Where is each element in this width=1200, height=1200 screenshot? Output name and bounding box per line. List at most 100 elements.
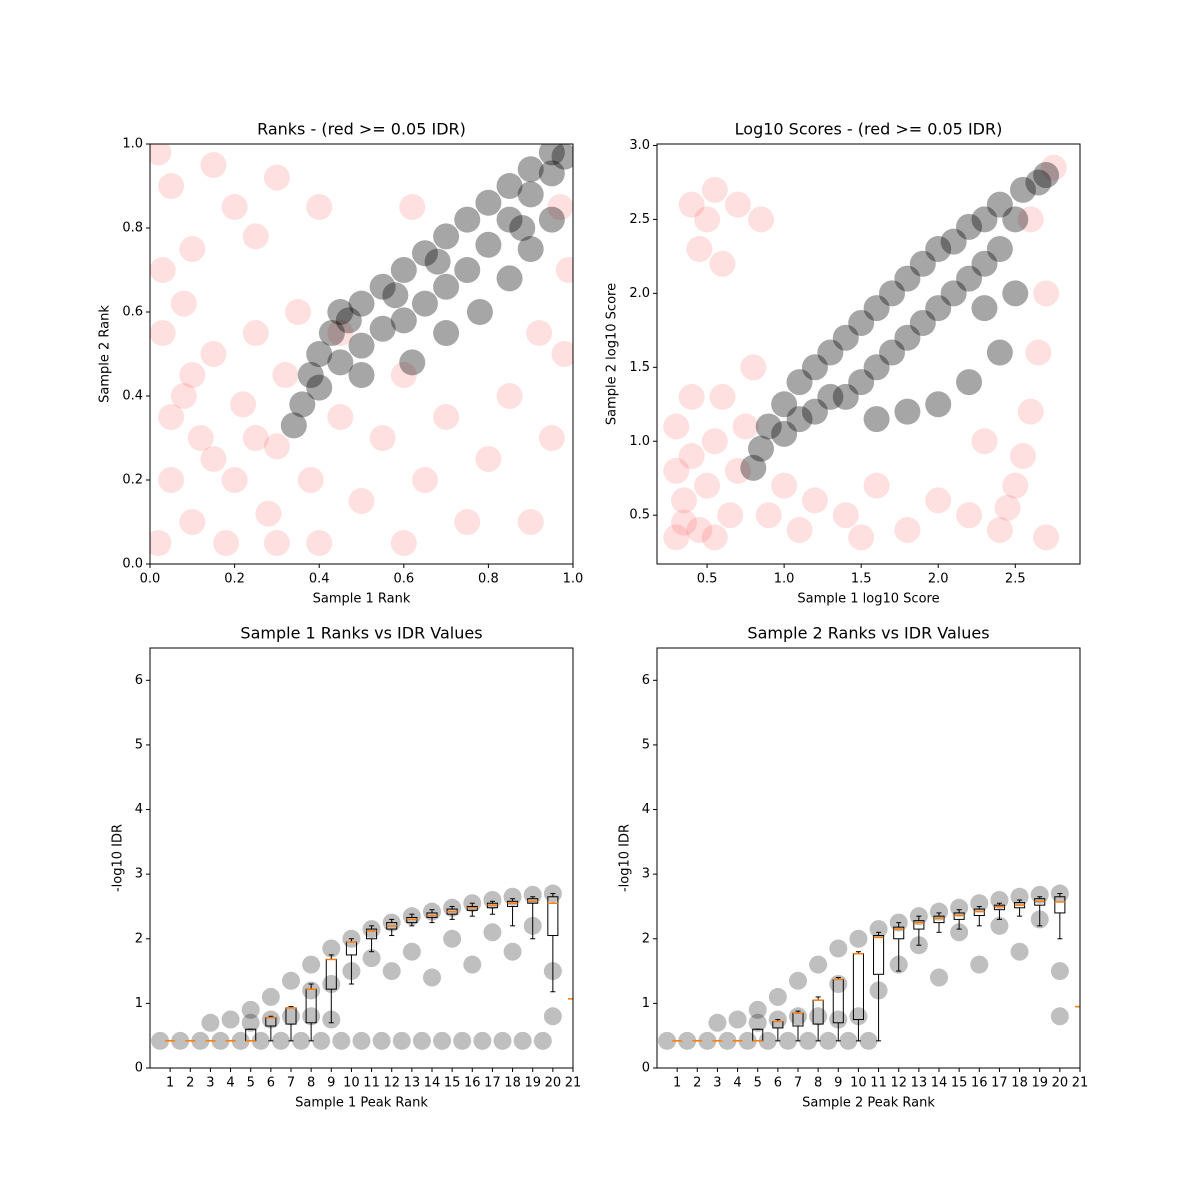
scatter-point — [1009, 443, 1036, 470]
scatter-point — [306, 341, 333, 367]
scatter-point — [151, 1031, 170, 1050]
scatter-point — [200, 341, 227, 367]
x-tick-label: 4 — [733, 1076, 741, 1091]
scatter-point — [909, 309, 936, 336]
x-tick-label: 17 — [991, 1076, 1008, 1091]
scatter-point — [848, 369, 875, 396]
scatter-point — [950, 923, 969, 942]
scatter-point — [869, 920, 888, 939]
axes-frame — [149, 647, 574, 1069]
box — [893, 926, 905, 940]
x-tick-label: 0.5 — [697, 572, 718, 587]
x-tick-label: 8 — [307, 1076, 315, 1091]
x-tick-label: 19 — [1031, 1076, 1048, 1091]
x-tick-label: 18 — [504, 1076, 521, 1091]
scatter-point — [263, 433, 290, 460]
scatter-point — [424, 248, 451, 275]
scatter-point — [1033, 524, 1060, 551]
scatter-point — [230, 391, 257, 418]
scatter-point — [678, 443, 705, 470]
scatter-point — [748, 1000, 767, 1019]
x-axis-label: Sample 1 log10 Score — [797, 592, 939, 607]
scatter-point — [809, 955, 828, 974]
subplot: 1 2 3 4 5 6 7 8 9 10 11 12 13 14 15 16 17 18 19 20 210123456… — [618, 624, 1089, 1111]
scatter-point — [801, 398, 828, 425]
scatter-point — [755, 502, 782, 529]
scatter-point — [894, 398, 921, 425]
x-tick-label: 12 — [383, 1076, 400, 1091]
scatter-point — [724, 457, 751, 484]
scatter-point — [832, 502, 859, 529]
scatter-point — [717, 502, 744, 529]
x-tick-label: 3 — [206, 1076, 214, 1091]
x-tick-label: 5 — [247, 1076, 255, 1091]
scatter-point — [496, 383, 523, 409]
scatter-point — [390, 257, 417, 283]
scatter-point — [538, 144, 565, 166]
scatter-point — [443, 929, 462, 948]
scatter-point — [483, 923, 502, 942]
scatter-point — [771, 472, 798, 499]
y-tick-label: 0.6 — [122, 305, 143, 320]
scatter-point — [801, 354, 828, 381]
y-tick-label: 2.5 — [629, 212, 650, 227]
scatter-point — [740, 454, 767, 481]
scatter-point — [411, 290, 438, 317]
x-tick-label: 6 — [774, 1076, 782, 1091]
scatter-point — [1033, 280, 1060, 307]
scatter-point — [538, 160, 565, 187]
scatter-point — [819, 1031, 838, 1050]
scatter-point — [306, 194, 333, 220]
scatter-point — [302, 1007, 321, 1026]
scatter-point — [433, 1031, 452, 1050]
x-tick-label: 9 — [327, 1076, 335, 1091]
x-tick-label: 18 — [1011, 1076, 1028, 1091]
scatter-point — [986, 191, 1013, 218]
scatter-point — [473, 1031, 492, 1050]
scatter-point — [678, 191, 705, 218]
scatter-point — [390, 307, 417, 334]
x-axis-label: Sample 1 Peak Rank — [295, 1096, 428, 1111]
x-tick-label: 1.5 — [851, 572, 872, 587]
y-tick-label: 4 — [135, 802, 143, 817]
scatter-point — [402, 942, 421, 961]
scatter-point — [799, 1031, 818, 1050]
x-tick-label: 15 — [444, 1076, 461, 1091]
scatter-point — [306, 374, 333, 401]
scatter-point — [990, 916, 1009, 935]
scatter-point — [322, 939, 341, 958]
y-tick-label: 1.0 — [629, 434, 650, 449]
scatter-point — [285, 299, 312, 325]
scatter-point — [533, 1031, 552, 1050]
scatter-point — [503, 942, 522, 961]
scatter-point — [970, 955, 989, 974]
scatter-point — [551, 341, 573, 367]
scatter-point — [221, 467, 248, 493]
scatter-point — [994, 494, 1021, 521]
scatter-point — [956, 213, 983, 240]
axes-frame — [656, 647, 1081, 1069]
y-axis-label: Sample 2 log10 Score — [605, 283, 620, 425]
scatter-point — [894, 265, 921, 292]
scatter-point — [738, 1031, 757, 1050]
y-tick-label: 4 — [642, 802, 650, 817]
scatter-point — [382, 962, 401, 981]
subplot: 0.5 1.0 1.5 2.0 2.5 0.5 1.0 1.5 2.0 2.5 3.0 Log10 S… — [605, 120, 1081, 607]
scatter-point — [369, 315, 396, 342]
y-tick-label: 6 — [135, 673, 143, 688]
x-tick-label: 2.5 — [1005, 572, 1026, 587]
scatter-point — [158, 404, 185, 430]
y-tick-label: 3 — [642, 867, 650, 882]
x-tick-label: 12 — [890, 1076, 907, 1091]
scatter-point — [538, 206, 565, 233]
x-tick-label: 11 — [363, 1076, 380, 1091]
scatter-point — [475, 189, 502, 216]
scatter-point — [150, 144, 172, 166]
x-tick-label: 20 — [545, 1076, 562, 1091]
scatter-point — [150, 530, 172, 556]
scatter-point — [909, 250, 936, 277]
y-tick-label: 2 — [642, 931, 650, 946]
scatter-point — [170, 290, 197, 317]
x-tick-label: 7 — [287, 1076, 295, 1091]
